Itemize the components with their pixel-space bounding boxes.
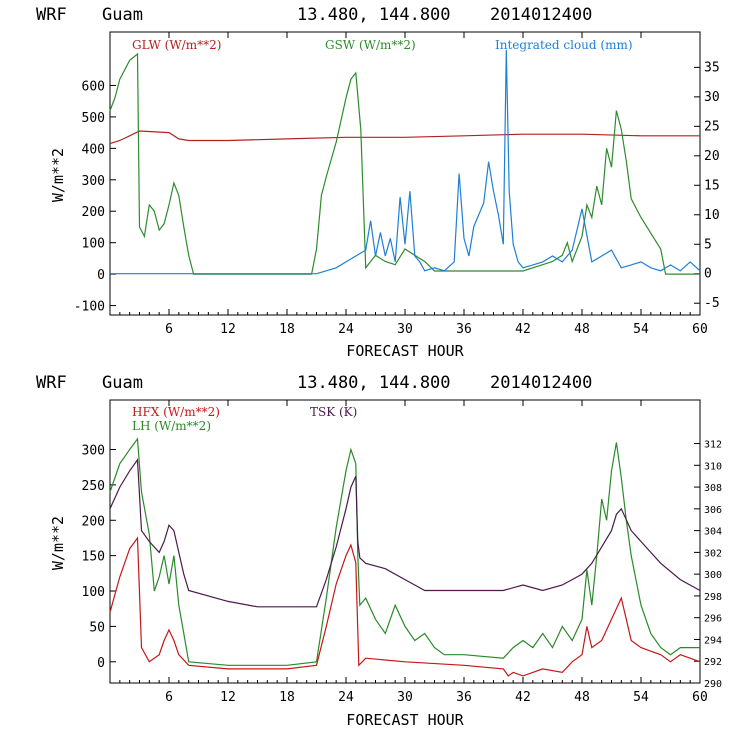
y-tick-label: 200: [82, 514, 105, 529]
x-tick-label: 36: [456, 322, 472, 337]
series-line-2: [110, 49, 701, 275]
x-axis: 6 12 18 24 30 36 42 48 54 60: [119, 400, 708, 705]
x-tick-label: 48: [574, 690, 590, 705]
header-model: WRF: [36, 373, 67, 393]
y2-tick-label: 10: [704, 208, 720, 223]
x-tick-label: 6: [165, 322, 173, 337]
x-tick-label: 24: [338, 690, 354, 705]
x-axis-label: FORECAST HOUR: [346, 711, 464, 729]
x-tick-label: 42: [515, 690, 531, 705]
x-tick-label: 48: [574, 322, 590, 337]
y-axis-label: W/m**2: [49, 516, 67, 570]
series-line-1: [109, 437, 700, 666]
legend-gsw: GSW (W/m**2): [325, 38, 416, 52]
y-tick-label: 400: [82, 142, 105, 157]
y2-tick-label: 298: [704, 592, 722, 603]
x-tick-label: 60: [692, 322, 708, 337]
y-axis-left: 0 50 100 150 200 250 300: [82, 444, 116, 671]
series-group: [109, 49, 701, 275]
x-tick-label: 12: [220, 322, 236, 337]
y2-tick-label: 35: [704, 60, 720, 75]
y-tick-label: 50: [89, 620, 105, 635]
x-tick-label: 54: [633, 690, 649, 705]
series-line-0: [109, 536, 701, 677]
y2-tick-label: 15: [704, 178, 720, 193]
y-tick-label: 0: [97, 268, 105, 283]
x-tick-label: 6: [165, 690, 173, 705]
legend-cloud: Integrated cloud (mm): [495, 38, 633, 52]
series-line-2: [109, 458, 701, 608]
x-tick-label: 24: [338, 322, 354, 337]
legend-tsk: TSK (K): [310, 405, 357, 419]
y-tick-label: 250: [82, 479, 105, 494]
header-location: Guam: [102, 373, 143, 393]
y2-tick-label: 20: [704, 149, 720, 164]
y2-tick-label: -5: [704, 296, 720, 311]
x-tick-label: 12: [220, 690, 236, 705]
legend-lh: LH (W/m**2): [132, 419, 211, 433]
y2-tick-label: 30: [704, 90, 720, 105]
y-axis-label: W/m**2: [49, 148, 67, 202]
plot-frame: [109, 399, 701, 684]
x-tick-label: 18: [279, 690, 295, 705]
y2-tick-label: 290: [704, 679, 722, 690]
series-line-1: [109, 52, 700, 275]
y-tick-label: 300: [82, 444, 105, 459]
y-tick-label: 100: [82, 585, 105, 600]
y2-tick-label: 312: [704, 440, 722, 451]
header-model: WRF: [36, 5, 67, 25]
y-tick-label: -100: [74, 300, 105, 315]
y2-tick-label: 296: [704, 614, 722, 625]
panel-fluxes: WRF Guam 13.480, 144.800 2014012400 HFX …: [36, 373, 722, 729]
y2-tick-label: 306: [704, 505, 722, 516]
x-axis: 6 12 18 24 30 36 42 48 54 60: [119, 32, 708, 337]
y2-tick-label: 292: [704, 657, 722, 668]
y-tick-label: 300: [82, 174, 105, 189]
legend-hfx: HFX (W/m**2): [132, 405, 220, 419]
y2-tick-label: 304: [704, 527, 722, 538]
legend-glw: GLW (W/m**2): [132, 38, 221, 52]
series-line-0: [109, 130, 700, 145]
header-coords: 13.480, 144.800: [297, 5, 451, 25]
y-tick-label: 150: [82, 550, 105, 565]
y2-tick-label: 5: [704, 237, 712, 252]
y2-tick-label: 294: [704, 635, 722, 646]
y-tick-label: 100: [82, 237, 105, 252]
panel-radiation: WRF Guam 13.480, 144.800 2014012400 GLW …: [36, 5, 720, 360]
x-tick-label: 36: [456, 690, 472, 705]
series-group: [109, 437, 701, 677]
x-tick-label: 30: [397, 322, 413, 337]
y-tick-label: 600: [82, 79, 105, 94]
y2-tick-label: 300: [704, 570, 722, 581]
x-tick-label: 42: [515, 322, 531, 337]
header-init-time: 2014012400: [490, 5, 592, 25]
y2-tick-label: 310: [704, 461, 722, 472]
y2-tick-label: 25: [704, 119, 720, 134]
plot-frame: [109, 31, 701, 316]
x-tick-label: 54: [633, 322, 649, 337]
y-tick-label: 0: [97, 656, 105, 671]
header-location: Guam: [102, 5, 143, 25]
header-init-time: 2014012400: [490, 373, 592, 393]
x-axis-label: FORECAST HOUR: [346, 342, 464, 360]
y2-tick-label: 302: [704, 548, 722, 559]
y2-tick-label: 0: [704, 267, 712, 282]
y-axis-right: 290 292 294 296 298 300 302 304 306 308 310 312: [694, 440, 722, 690]
y2-tick-label: 308: [704, 483, 722, 494]
x-tick-label: 18: [279, 322, 295, 337]
y-axis-left: -100 0 100 200 300 400 500 600: [74, 79, 116, 315]
header-coords: 13.480, 144.800: [297, 373, 451, 393]
y-tick-label: 200: [82, 205, 105, 220]
x-tick-label: 60: [692, 690, 708, 705]
x-tick-label: 30: [397, 690, 413, 705]
y-tick-label: 500: [82, 111, 105, 126]
